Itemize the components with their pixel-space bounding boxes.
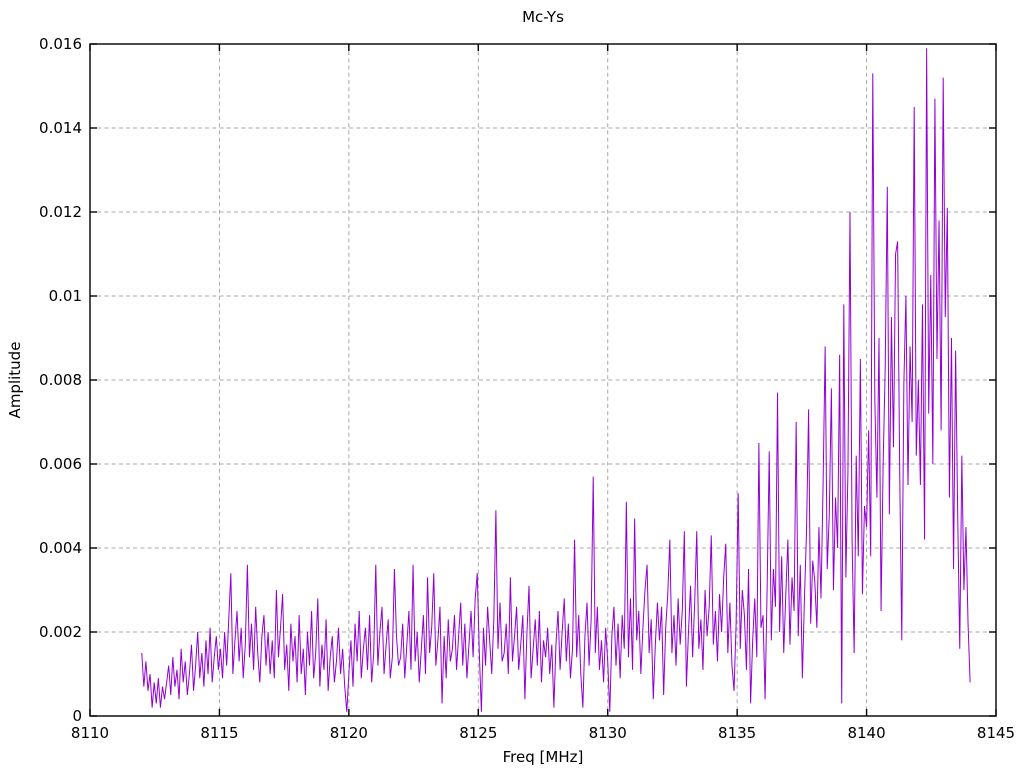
x-tick-label: 8120 — [330, 724, 368, 742]
x-tick-label: 8130 — [589, 724, 627, 742]
y-tick-label: 0.006 — [39, 455, 82, 473]
chart-title: Mc-Ys — [522, 8, 564, 26]
y-tick-label: 0.002 — [39, 623, 82, 641]
y-tick-label: 0.008 — [39, 371, 82, 389]
x-tick-label: 8125 — [459, 724, 497, 742]
y-tick-label: 0.014 — [39, 119, 82, 137]
data-polyline — [141, 48, 971, 712]
x-tick-label: 8115 — [200, 724, 238, 742]
y-tick-label: 0.016 — [39, 35, 82, 53]
y-axis-label: Amplitude — [6, 341, 24, 419]
x-tick-label: 8140 — [847, 724, 885, 742]
y-tick-label: 0 — [72, 707, 82, 725]
y-tick-label: 0.012 — [39, 203, 82, 221]
x-tick-label: 8110 — [71, 724, 109, 742]
x-tick-label: 8145 — [977, 724, 1015, 742]
x-axis-label: Freq [MHz] — [502, 748, 584, 766]
y-tick-label: 0.01 — [49, 287, 82, 305]
x-tick-label: 8135 — [718, 724, 756, 742]
y-tick-label: 0.004 — [39, 539, 82, 557]
